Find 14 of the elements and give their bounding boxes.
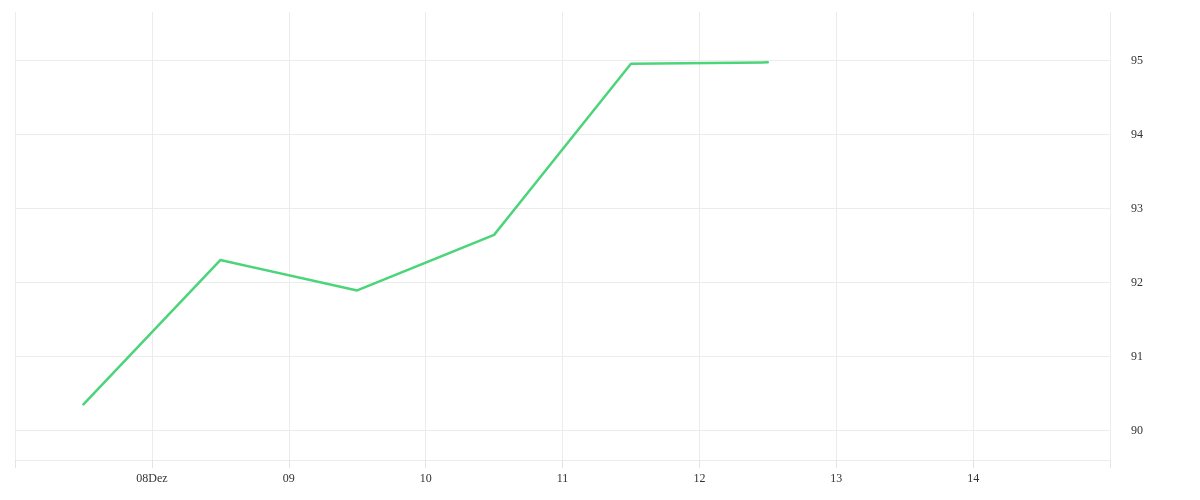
y-tick-label: 92 bbox=[1131, 275, 1143, 290]
line-series bbox=[82, 61, 770, 406]
y-tick-label: 93 bbox=[1131, 201, 1143, 216]
x-tick-label: 12 bbox=[693, 471, 706, 485]
x-tick-label: 08Dez bbox=[136, 471, 168, 485]
y-tick-label: 94 bbox=[1131, 127, 1143, 142]
y-tick-label: 95 bbox=[1131, 53, 1143, 68]
x-tick-label: 09 bbox=[282, 471, 295, 485]
x-tick-label: 11 bbox=[556, 471, 569, 485]
y-tick-label: 90 bbox=[1131, 423, 1143, 438]
y-tick-label: 91 bbox=[1131, 349, 1143, 364]
x-tick-label: 14 bbox=[967, 471, 980, 485]
x-tick-label: 10 bbox=[419, 471, 432, 485]
x-tick-label: 13 bbox=[830, 471, 843, 485]
